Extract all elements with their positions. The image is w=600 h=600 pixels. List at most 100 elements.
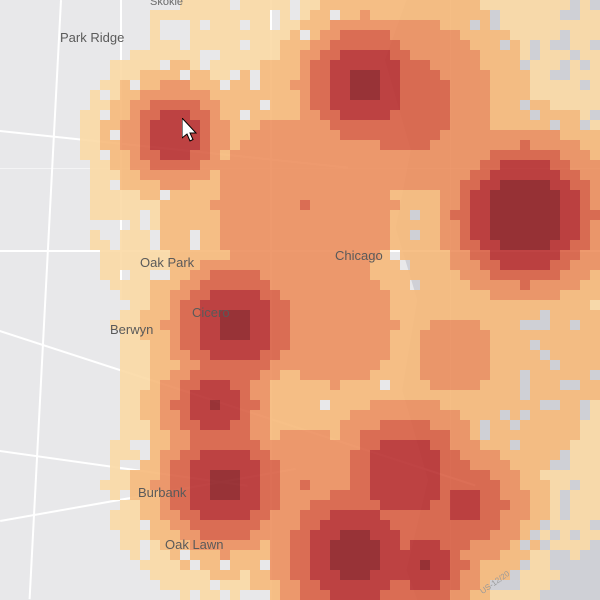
heatmap-cell [300,100,310,110]
heatmap-cell [160,130,170,140]
heatmap-cell [330,540,340,550]
heatmap-cell [130,410,140,420]
heatmap-cell [380,270,390,280]
heatmap-cell [210,360,220,370]
heatmap-cell [460,40,470,50]
heatmap-cell [420,260,430,270]
heatmap-cell [430,90,440,100]
heatmap-cell [540,210,550,220]
heatmap-cell [250,580,260,590]
heatmap-cell [170,80,180,90]
heatmap-cell [140,390,150,400]
heatmap-cell [340,190,350,200]
heatmap-cell [500,390,510,400]
heatmap-cell [420,250,430,260]
heatmap-cell [560,310,570,320]
heatmap-cell [440,0,450,10]
heatmap-cell [440,330,450,340]
heatmap-cell [540,260,550,270]
heatmap-cell [440,60,450,70]
heatmap-cell [270,290,280,300]
heatmap-cell [410,390,420,400]
heatmap-cell [240,380,250,390]
heatmap-cell [380,50,390,60]
heatmap-cell [270,280,280,290]
heatmap-cell [350,330,360,340]
heatmap-cell [540,460,550,470]
heatmap-cell [360,320,370,330]
heatmap-cell [460,10,470,20]
heatmap-cell [440,190,450,200]
heatmap-cell [160,460,170,470]
heatmap-cell [500,0,510,10]
heatmap-cell [550,520,560,530]
heatmap-cell [590,250,600,260]
heatmap-cell [550,330,560,340]
heatmap-cell [370,80,380,90]
heatmap-cell [350,290,360,300]
heatmap-cell [180,480,190,490]
heatmap-cell [300,570,310,580]
heatmap-cell [260,320,270,330]
heatmap-cell [370,160,380,170]
heatmap-cell [270,570,280,580]
heatmap-cell [280,540,290,550]
heatmap-cell [570,220,580,230]
heatmap-cell [490,240,500,250]
heatmap-cell [490,150,500,160]
heatmap-cell [380,260,390,270]
heatmap-cell [240,320,250,330]
heatmap-cell [170,100,180,110]
heatmap-cell [510,260,520,270]
heatmap-cell [500,110,510,120]
heatmap-cell [270,450,280,460]
heatmap-cell [520,430,530,440]
heatmap-cell [400,230,410,240]
heatmap-cell [230,230,240,240]
heatmap-cell [110,270,120,280]
map-canvas[interactable]: Skokie Park Ridge Oak Park Cicero Berwyn Chic… [0,0,600,600]
heatmap-cell [270,480,280,490]
heatmap-cell [460,140,470,150]
heatmap-cell [420,380,430,390]
heatmap-cell [260,90,270,100]
heatmap-cell [360,20,370,30]
heatmap-cell [370,290,380,300]
heatmap-cell [310,480,320,490]
heatmap-cell [260,60,270,70]
heatmap-cell [240,580,250,590]
heatmap-cell [550,100,560,110]
heatmap-cell [530,160,540,170]
heatmap-cell [170,280,180,290]
heatmap-cell [100,270,110,280]
heatmap-cell [400,570,410,580]
heatmap-cell [310,40,320,50]
heatmap-cell [550,240,560,250]
heatmap-cell [170,380,180,390]
heatmap-cell [590,410,600,420]
heatmap-cell [240,410,250,420]
heatmap-cell [100,170,110,180]
heatmap-cell [440,120,450,130]
heatmap-cell [290,240,300,250]
heatmap-cell [230,470,240,480]
heatmap-cell [280,210,290,220]
heatmap-cell [210,280,220,290]
heatmap-cell [330,210,340,220]
heatmap-cell [220,510,230,520]
heatmap-cell [260,460,270,470]
heatmap-cell [380,570,390,580]
heatmap-cell [410,160,420,170]
heatmap-cell [570,150,580,160]
heatmap-cell [420,550,430,560]
heatmap-cell [520,50,530,60]
heatmap-cell [500,500,510,510]
heatmap-cell [440,470,450,480]
heatmap-cell [180,530,190,540]
heatmap-cell [300,300,310,310]
heatmap-cell [460,480,470,490]
heatmap-cell [340,320,350,330]
heatmap-cell [480,240,490,250]
heatmap-cell [480,230,490,240]
heatmap-cell [450,530,460,540]
